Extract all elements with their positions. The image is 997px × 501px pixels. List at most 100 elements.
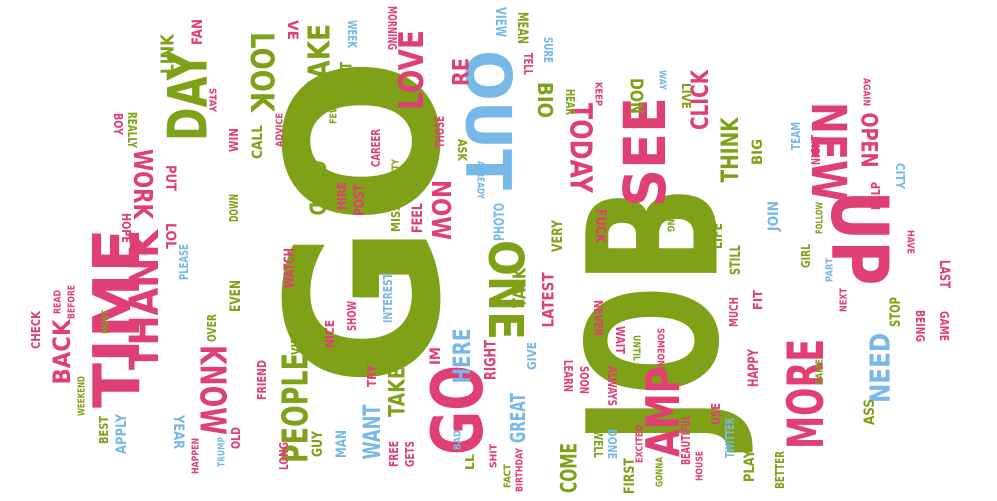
word-know: KNOW bbox=[192, 345, 233, 435]
word-help: HELP bbox=[869, 182, 883, 210]
word-over: OVER bbox=[205, 314, 219, 342]
word-right: RIGHT bbox=[481, 340, 500, 380]
word-miss: MISS bbox=[389, 204, 403, 232]
word-hope: HOPE bbox=[119, 213, 133, 243]
word-thank: THANK bbox=[122, 228, 168, 370]
word-always: ALWAYS bbox=[605, 366, 619, 406]
word-more: MORE bbox=[777, 339, 835, 449]
word-show: SHOW bbox=[345, 301, 359, 331]
word-win: WIN bbox=[227, 128, 241, 152]
word-stay: STAY bbox=[207, 88, 218, 113]
word-talk: TALK bbox=[510, 267, 531, 308]
word-make: MAKE bbox=[303, 24, 338, 104]
word-time: TIME bbox=[81, 228, 155, 408]
word-still: STILL bbox=[728, 245, 744, 275]
word-same: SAME bbox=[815, 359, 826, 385]
word-please: PLEASE bbox=[177, 244, 191, 280]
word-out: OUT bbox=[452, 50, 525, 190]
word-think: THINK bbox=[716, 116, 744, 182]
word-trump: TRUMP bbox=[217, 437, 228, 467]
word-friend: FRIEND bbox=[255, 360, 269, 400]
word-ve: VE bbox=[284, 20, 300, 40]
word-great: GREAT bbox=[506, 393, 530, 443]
word-pretty: PRETTY bbox=[391, 158, 402, 193]
word-guy: GUY bbox=[310, 430, 326, 457]
word-look: LOOK bbox=[243, 32, 281, 113]
word-amp: AMP bbox=[636, 367, 690, 457]
word-night: NIGHT bbox=[809, 134, 823, 165]
word-up: UP bbox=[813, 191, 903, 286]
word-follow: FOLLOW bbox=[815, 202, 826, 234]
word-last: LAST bbox=[936, 260, 952, 288]
word-take: TAKE bbox=[386, 367, 411, 417]
word-being: BEING bbox=[913, 310, 927, 342]
word-have: HAVE bbox=[905, 230, 916, 254]
word-those: THOSE bbox=[433, 116, 447, 148]
word-keep: KEEP bbox=[593, 82, 604, 106]
word-open: OPEN bbox=[856, 113, 881, 168]
word-today: TODAY bbox=[563, 103, 598, 194]
word-well: WELL bbox=[591, 430, 605, 458]
word-girl: GIRL bbox=[799, 244, 813, 268]
word-team: TEAM bbox=[789, 122, 803, 150]
word-hire: HIRE bbox=[335, 182, 349, 210]
word-re: RE bbox=[450, 58, 475, 86]
word-play: PLAY bbox=[742, 449, 758, 482]
word-come: COME bbox=[558, 443, 583, 493]
word-really: REALLY bbox=[125, 112, 139, 148]
word-start: START bbox=[337, 62, 356, 102]
word-feel: FEEL bbox=[410, 203, 426, 233]
word-long: LONG bbox=[277, 442, 291, 470]
word-photo: PHOTO bbox=[492, 203, 508, 241]
word-weekend: WEEKEND bbox=[77, 376, 88, 416]
word-fan: FAN bbox=[190, 19, 206, 45]
word-fuck: FUCK bbox=[592, 209, 608, 244]
word-boy: BOY bbox=[111, 113, 125, 135]
word-bio: BIO bbox=[533, 82, 557, 118]
word-work: WORK bbox=[127, 149, 157, 220]
word-day: DAY bbox=[157, 50, 220, 141]
word-gets: GETS bbox=[403, 441, 417, 467]
word-birthday: BIRTHDAY bbox=[515, 447, 526, 492]
word-bad: BAD bbox=[453, 430, 464, 450]
word-people: PEOPLE bbox=[276, 353, 317, 463]
word-put: PUT bbox=[162, 165, 178, 191]
word-old: OLD bbox=[229, 427, 243, 449]
word-want: WANT bbox=[358, 404, 386, 459]
word-call: CALL bbox=[250, 125, 266, 159]
word-happy: HAPPY bbox=[746, 348, 762, 387]
word-week: WEEK bbox=[345, 20, 359, 48]
word-im: IM bbox=[428, 347, 444, 365]
word-shit: SHIT bbox=[489, 444, 500, 468]
word-big: BIG bbox=[750, 139, 766, 165]
word-join: JOIN bbox=[766, 201, 782, 232]
word-soon: SOON bbox=[577, 366, 591, 394]
word-wait: WAIT bbox=[613, 326, 627, 355]
word-view: VIEW bbox=[492, 7, 508, 37]
word-again: AGAIN bbox=[861, 78, 872, 106]
word-one: ONE bbox=[477, 240, 533, 340]
word-very: VERY bbox=[550, 219, 566, 252]
word-watch: WATCH bbox=[282, 248, 298, 288]
word-need: NEED bbox=[864, 333, 897, 403]
word-excited: EXCITED bbox=[635, 425, 646, 463]
word-go-small: GO bbox=[417, 365, 499, 455]
word-latest: LATEST bbox=[539, 272, 558, 327]
word-fit: FIT bbox=[751, 289, 765, 310]
word-game: GAME bbox=[937, 311, 951, 341]
word-now: NOW bbox=[425, 180, 455, 240]
word-man: MAN bbox=[334, 430, 350, 458]
word-live: LIVE bbox=[679, 83, 693, 109]
word-done: DONE bbox=[605, 429, 619, 459]
word-ass: ASS bbox=[862, 399, 878, 425]
word-don: DON bbox=[626, 78, 647, 114]
word-sure: SURE bbox=[541, 37, 555, 63]
word-love: LOVE bbox=[392, 30, 432, 110]
word-new: NEW bbox=[800, 102, 856, 202]
word-morning: MORNING bbox=[385, 6, 399, 50]
word-next: NEXT bbox=[839, 288, 850, 312]
word-year: YEAR bbox=[170, 414, 186, 449]
word-link: LINK bbox=[158, 33, 179, 74]
word-here: HERE bbox=[448, 329, 476, 384]
word-read: READ bbox=[53, 290, 64, 314]
